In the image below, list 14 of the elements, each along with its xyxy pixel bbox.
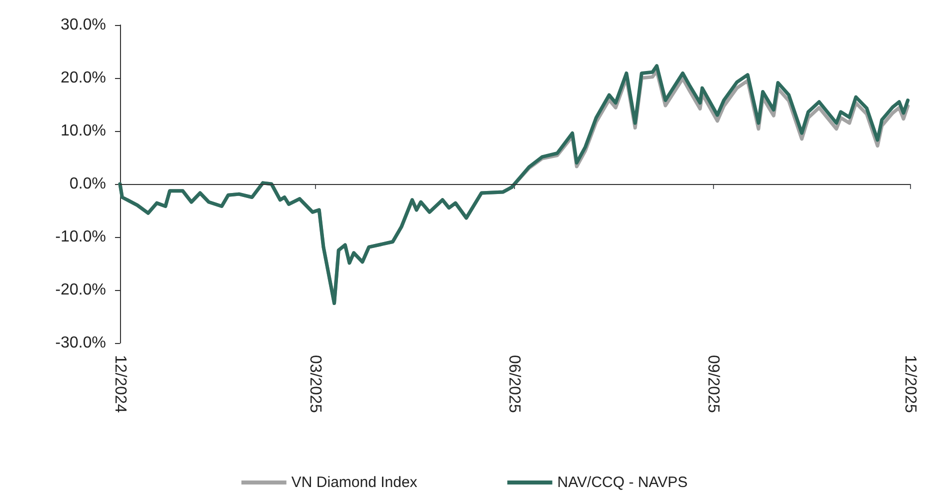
legend-label: NAV/CCQ - NAVPS xyxy=(557,474,688,491)
x-tick-label: 12/2025 xyxy=(902,355,918,413)
y-tick-label: 10.0% xyxy=(60,122,106,140)
y-tick-label: 0.0% xyxy=(70,176,106,192)
x-tick-label: 03/2025 xyxy=(306,355,324,413)
x-tick-label: 06/2025 xyxy=(505,355,522,413)
x-tick-label: 12/2024 xyxy=(112,355,128,413)
y-tick-label: -10.0% xyxy=(55,228,106,246)
legend-label: VN Diamond Index xyxy=(291,474,418,491)
y-tick-label: -20.0% xyxy=(55,282,106,298)
y-tick-label: 20.0% xyxy=(60,70,106,86)
x-tick-label: 09/2025 xyxy=(704,355,722,413)
y-tick-label: -30.0% xyxy=(55,334,106,352)
y-tick-label: 30.0% xyxy=(60,16,106,34)
